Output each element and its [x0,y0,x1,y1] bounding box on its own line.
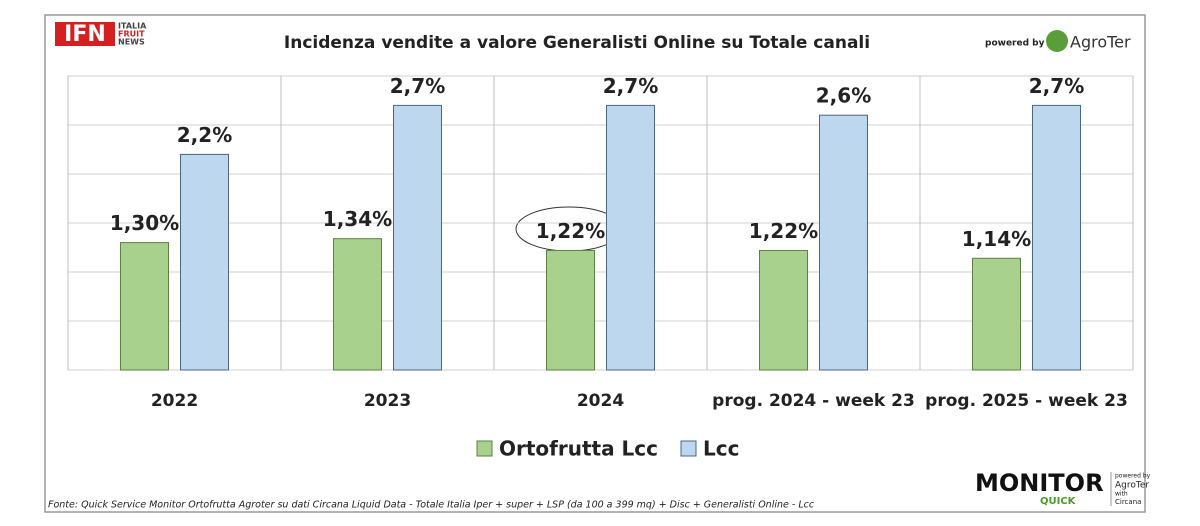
chart-title: Incidenza vendite a valore Generalisti O… [284,33,870,53]
data-label: 2,2% [177,123,232,147]
bar [180,153,229,371]
agroter: AgroTer [1070,33,1131,52]
bar [120,242,169,371]
legend-swatch [476,440,493,457]
x-tick-label: 2022 [151,391,198,411]
ifn-line: ITALIA [118,22,147,31]
source-note: Fonte: Quick Service Monitor Ortofrutta … [48,500,815,511]
x-tick-label: 2024 [577,391,624,411]
legend-label: Lcc [703,437,739,461]
agroter-icon [1046,30,1068,52]
data-label: 1,22% [536,219,605,243]
data-label: 1,22% [749,219,818,243]
data-label: 2,7% [390,74,445,98]
x-tick-label: 2023 [364,391,411,411]
monitor-with: with [1115,491,1128,498]
bar [333,238,382,371]
bar [1032,104,1081,371]
data-label: 1,30% [110,211,179,235]
legend-label: Ortofrutta Lcc [499,437,658,461]
bar [546,249,595,371]
legend-swatch [680,440,697,457]
x-tick-label: prog. 2024 - week 23 [712,391,915,411]
data-label: 2,7% [1029,74,1084,98]
monitor-logo: MONITOR [975,469,1104,497]
bar [819,114,868,371]
ifn-line: FRUIT [118,30,145,39]
ifn-logo: IFN [64,22,106,47]
bar [972,257,1021,371]
monitor-quick: QUICK [1040,496,1077,507]
x-tick-label: prog. 2025 - week 23 [925,391,1128,411]
data-label: 2,7% [603,74,658,98]
bar [759,249,808,371]
bar [393,104,442,371]
data-label: 2,6% [816,84,871,108]
data-label: 1,14% [962,227,1031,251]
ifn-logo-box [55,22,115,46]
powered-by: powered by [985,39,1045,49]
monitor-circana: Circana [1115,498,1141,506]
bar [606,104,655,371]
ifn-line: NEWS [118,38,145,47]
monitor-powered: powered by [1115,473,1151,480]
data-label: 1,34% [323,207,392,231]
monitor-agroter: AgroTer [1115,481,1149,491]
